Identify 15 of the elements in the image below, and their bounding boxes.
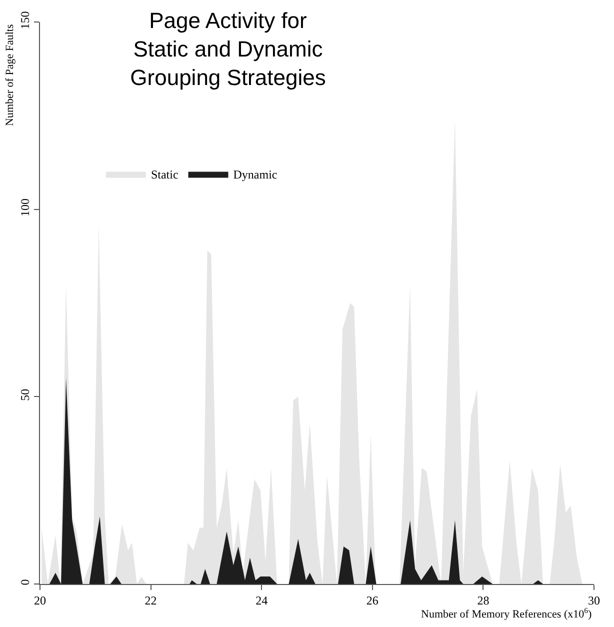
y-tick-label: 50 [18, 388, 32, 401]
x-tick-label: 26 [366, 593, 378, 608]
y-tick-label: 100 [18, 198, 32, 217]
y-axis-title: Number of Page Faults [4, 24, 16, 126]
x-tick-label: 30 [588, 593, 600, 608]
text: Page Activity for Static and Dynamic Grouping Strategies [130, 8, 326, 90]
y-tick-label: 150 [18, 11, 32, 30]
x-tick-label: 24 [256, 593, 268, 608]
x-tick-label: 28 [477, 593, 490, 608]
legend-label: Dynamic [233, 167, 278, 182]
legend-label: Static [150, 167, 178, 182]
x-axis-title: Number of Memory References (x10$^{6}$) [421, 606, 592, 621]
y-tick-label: 0 [18, 579, 32, 586]
x-tick-label: 20 [34, 593, 46, 608]
x-tick-label: 22 [144, 593, 157, 608]
